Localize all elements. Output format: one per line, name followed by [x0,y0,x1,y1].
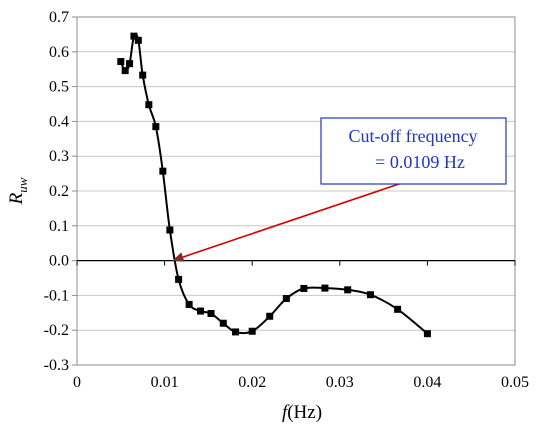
data-point [423,330,431,338]
data-point [232,328,240,336]
x-tick-label: 0 [73,374,81,391]
data-point [219,319,227,327]
y-tick-label: 0.7 [49,9,69,26]
series-markers [117,32,431,338]
annotation-text-line2: = 0.0109 Hz [375,152,465,172]
annotation-text-line1: Cut-off frequency [348,126,477,146]
y-axis-label: Ruw [6,177,30,205]
data-point [134,36,142,44]
data-point [300,284,308,292]
annotation-box [320,117,507,185]
axis-titles: Ruw f(Hz) [6,177,322,423]
tick-labels: -0.3 -0.2 -0.1 0.0 0.1 0.2 0.3 0.4 0.5 0.6 0.7 0 0.0… [44,9,529,391]
data-point [207,309,215,317]
x-tick-label: 0.01 [151,374,179,391]
y-tick-label: -0.1 [44,287,69,304]
data-point [152,123,160,131]
x-tick-label: 0.05 [501,374,529,391]
y-tick-label: 0.1 [49,218,69,235]
x-tick-label: 0.04 [413,374,441,391]
data-point [121,67,129,75]
data-point [130,32,138,40]
axes [72,16,516,366]
data-point [159,167,167,175]
y-axis-label-main: R [6,192,27,205]
annotation-arrow-head [172,252,185,262]
data-point [248,327,256,335]
y-tick-label: -0.2 [44,322,69,339]
x-axis-label-unit: (Hz) [287,402,322,423]
x-tick-label: 0.03 [326,374,354,391]
data-point [282,295,290,303]
data-point [394,305,402,313]
y-tick-label: 0.0 [49,253,69,270]
y-tick-label: 0.3 [49,148,69,165]
data-point [266,312,274,320]
x-axis-label: f(Hz) [282,402,322,423]
data-point [366,291,374,299]
annotation: Cut-off frequency = 0.0109 Hz [172,117,507,262]
y-tick-label: 0.5 [49,79,69,96]
data-point [117,58,125,66]
data-point [197,307,205,315]
data-point [145,101,153,109]
y-tick-label: 0.2 [49,183,69,200]
data-point [126,60,134,68]
y-axis-label-subscript: uw [15,177,30,193]
y-tick-label: -0.3 [44,357,69,374]
x-tick-label: 0.02 [238,374,266,391]
data-point [185,300,193,308]
annotation-arrow-line [182,178,415,258]
data-point [321,284,329,292]
data-point [175,275,183,283]
y-tick-label: 0.4 [49,113,69,130]
data-point [166,226,174,234]
y-tick-label: 0.6 [49,44,69,61]
x-axis-label-var: f [282,402,290,423]
data-point [344,286,352,294]
data-point [139,71,147,79]
